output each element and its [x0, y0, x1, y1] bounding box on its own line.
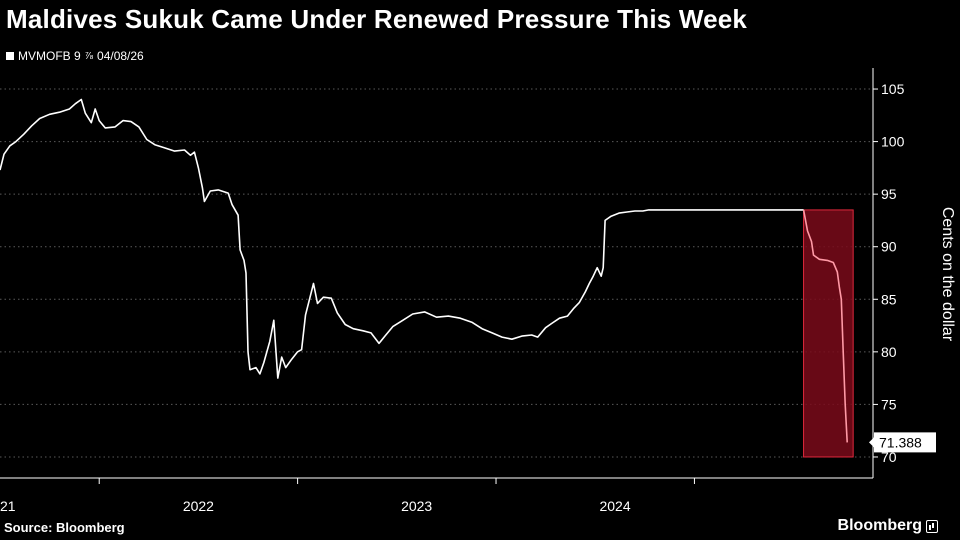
legend-date: 04/08/26: [97, 49, 144, 63]
y-tick-label: 90: [881, 239, 897, 255]
legend-fraction: ⅞: [84, 50, 94, 62]
y-tick-label: 105: [881, 81, 905, 97]
bloomberg-terminal-icon: [926, 519, 938, 533]
chart-title: Maldives Sukuk Came Under Renewed Pressu…: [6, 4, 748, 34]
y-tick-label: 70: [881, 449, 897, 465]
legend-swatch: [6, 52, 14, 60]
source-note: Source: Bloomberg: [4, 520, 125, 535]
last-value-pointer: [869, 437, 874, 448]
last-value-label: 71.388: [879, 434, 922, 450]
x-tick-label: 2021: [0, 498, 16, 514]
y-tick-label: 85: [881, 291, 897, 307]
y-tick-label: 80: [881, 344, 897, 360]
series-line-highlighted: [802, 209, 848, 443]
highlight-box: [803, 209, 854, 458]
y-tick-label: 95: [881, 186, 897, 202]
y-tick-label: 100: [881, 134, 905, 150]
last-value-box: [874, 432, 936, 453]
x-tick-label: 2022: [183, 498, 214, 514]
x-tick-label: 2023: [401, 498, 432, 514]
brand-name: Bloomberg: [837, 517, 922, 534]
x-tick-label: 2024: [599, 498, 630, 514]
legend-prefix: MVMOFB 9: [18, 49, 81, 63]
series-line: [0, 98, 804, 379]
legend: MVMOFB 9 ⅞ 04/08/26: [6, 49, 144, 63]
y-axis-label: Cents on the dollar: [939, 206, 956, 342]
brand-logo: Bloomberg: [838, 517, 938, 535]
y-tick-label: 75: [881, 396, 897, 412]
